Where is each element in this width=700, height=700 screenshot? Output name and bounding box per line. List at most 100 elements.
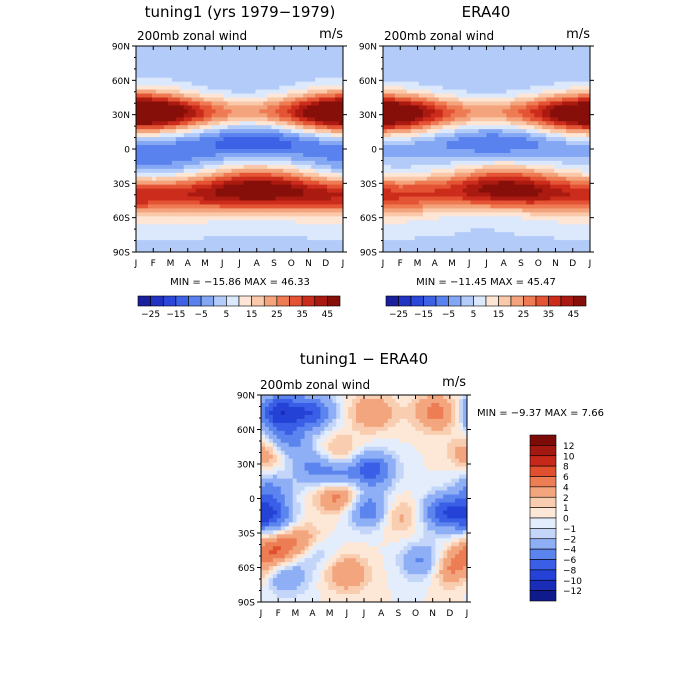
field-cell (203, 200, 209, 205)
field-cell (195, 109, 201, 114)
field-cell (386, 121, 392, 126)
field-cell (450, 133, 456, 138)
field-cell (267, 53, 272, 59)
field-cell (311, 236, 316, 241)
field-cell (339, 228, 343, 233)
field-cell (418, 168, 424, 174)
colorbar-box (200, 295, 215, 307)
field-cell (211, 244, 217, 249)
field-cell (566, 113, 571, 118)
field-cell (143, 188, 149, 193)
field-cell (247, 121, 252, 126)
field-cell (534, 152, 539, 158)
field-cell (402, 164, 408, 170)
field-cell (151, 61, 157, 67)
field-cell (390, 109, 396, 114)
field-cell (466, 101, 471, 106)
field-cell (231, 49, 236, 55)
field-cell (307, 61, 312, 67)
field-cell (458, 97, 464, 102)
field-cell (442, 164, 448, 170)
field-cell (151, 204, 157, 209)
field-cell (271, 240, 276, 245)
field-cell (470, 117, 475, 122)
field-cell (486, 188, 491, 193)
field-cell (279, 57, 284, 63)
field-cell (394, 133, 400, 138)
field-cell (502, 137, 507, 142)
field-cell (251, 61, 256, 67)
field-cell (410, 172, 416, 178)
field-cell (510, 184, 515, 190)
field-cell (542, 57, 547, 63)
field-cell (235, 248, 240, 252)
field-cell (490, 180, 495, 186)
field-cell (470, 196, 475, 201)
field-cell (434, 160, 440, 166)
field-cell (283, 176, 288, 182)
field-cell (582, 101, 587, 106)
field-cell (546, 97, 551, 102)
field-cell (470, 192, 475, 197)
field-cell (195, 156, 201, 162)
field-cell (426, 184, 432, 190)
field-cell (462, 53, 467, 59)
field-cell (462, 101, 467, 106)
field-cell (434, 77, 440, 83)
field-cell (303, 152, 308, 158)
field-cell (203, 121, 209, 126)
field-cell (143, 57, 149, 63)
field-cell (494, 69, 499, 75)
field-cell (514, 46, 519, 51)
field-cell (458, 89, 464, 94)
field-cell (315, 113, 320, 118)
field-cell (175, 160, 181, 166)
field-cell (562, 125, 567, 130)
field-cell (486, 133, 491, 138)
field-cell (418, 164, 424, 170)
field-cell (494, 196, 499, 201)
field-cell (203, 248, 209, 252)
field-cell (570, 152, 575, 158)
field-cell (243, 220, 248, 225)
field-cell (390, 152, 396, 158)
field-cell (578, 168, 583, 174)
field-cell (438, 188, 444, 193)
field-cell (191, 125, 197, 130)
field-cell (235, 61, 240, 67)
field-cell (534, 160, 539, 166)
field-cell (398, 46, 404, 51)
field-cell (183, 61, 189, 67)
field-cell (339, 77, 343, 83)
field-cell (267, 212, 272, 217)
field-cell (434, 89, 440, 94)
panel-subtitle: 200mb zonal wind (137, 29, 247, 43)
field-cell (422, 129, 428, 134)
field-cell (275, 216, 280, 221)
field-cell (486, 93, 491, 98)
field-cell (147, 77, 153, 83)
field-cell (518, 133, 523, 138)
field-cell (383, 168, 388, 174)
field-cell (167, 236, 173, 241)
field-cell (442, 93, 448, 98)
field-cell (195, 216, 201, 221)
field-cell (514, 57, 519, 63)
field-cell (267, 101, 272, 106)
field-cell (466, 69, 471, 75)
field-cell (187, 53, 193, 59)
field-cell (394, 137, 400, 142)
field-cell (538, 65, 543, 71)
field-cell (331, 196, 336, 201)
field-cell (502, 81, 507, 87)
field-cell (546, 69, 551, 75)
field-cell (175, 196, 181, 201)
field-cell (275, 248, 280, 252)
field-cell (219, 137, 224, 142)
field-cell (470, 57, 475, 63)
field-cell (155, 121, 161, 126)
field-cell (187, 168, 193, 174)
field-cell (502, 160, 507, 166)
field-cell (263, 220, 268, 225)
field-cell (291, 97, 296, 102)
